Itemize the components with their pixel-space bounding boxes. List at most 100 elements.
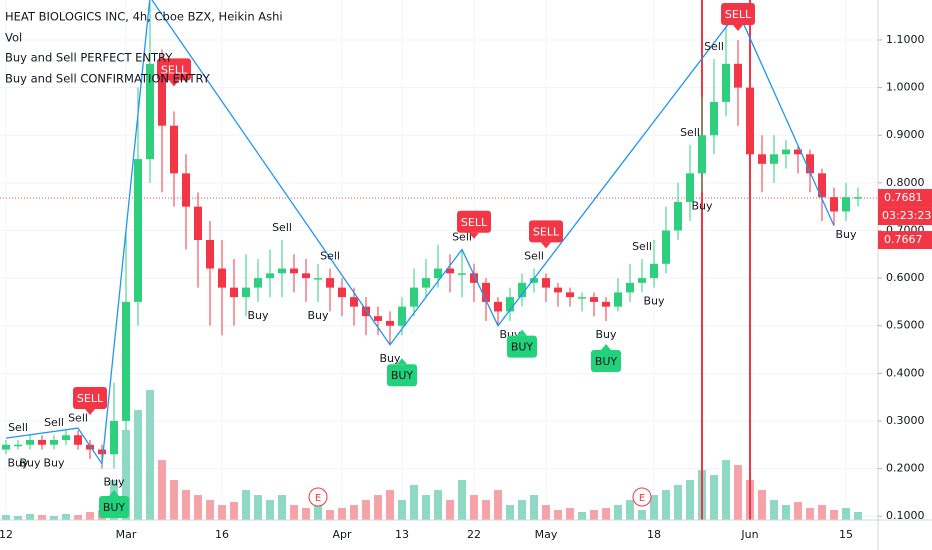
candle-body <box>242 287 250 298</box>
entry-box <box>99 496 129 518</box>
volume-bar <box>782 505 790 520</box>
chart-title: HEAT BIOLOGICS INC, 4h, Cboe BZX, Heikin… <box>5 10 283 24</box>
candle-body <box>854 197 862 199</box>
candle-body <box>542 278 550 288</box>
volume-bar <box>854 512 862 520</box>
entry-signal: SELL <box>157 58 191 87</box>
volume-bar <box>218 505 226 520</box>
volume-bar <box>278 495 286 520</box>
volume-bar <box>254 495 262 520</box>
volume-bar <box>374 495 382 520</box>
volume-bar <box>602 508 610 520</box>
candle-body <box>266 273 274 279</box>
candle-body <box>494 301 502 312</box>
entry-signal: SELL <box>721 3 755 31</box>
volume-bar <box>26 514 34 520</box>
candle-body <box>566 292 574 298</box>
candle-body <box>26 440 34 445</box>
volume-bar <box>458 480 466 520</box>
entry-pointer <box>601 343 611 350</box>
volume-bar <box>362 500 370 520</box>
x-tick-label: May <box>535 528 558 541</box>
x-tick-label: Apr <box>332 528 352 541</box>
volume-bar <box>710 475 718 520</box>
signal-label: Buy <box>835 228 857 241</box>
candle-body <box>482 282 490 302</box>
signal-label: Buy <box>595 328 617 341</box>
volume-bar <box>50 516 58 520</box>
earnings-label: E <box>315 493 321 504</box>
candle-body <box>842 197 850 212</box>
y-tick-label: 0.1000 <box>886 509 925 522</box>
y-tick-label: 0.9000 <box>886 128 925 141</box>
volume-bar <box>446 500 454 520</box>
candle-body <box>350 297 358 307</box>
volume-bar <box>794 502 802 520</box>
entry-signal: SELL <box>457 210 491 239</box>
candle-body <box>674 201 682 231</box>
candle-body <box>230 287 238 298</box>
x-tick-label: Jun <box>740 528 758 541</box>
volume-bar <box>338 508 346 520</box>
volume-bar <box>2 515 10 520</box>
x-tick-label: 22 <box>467 528 481 541</box>
volume-bar <box>770 500 778 520</box>
candle-body <box>422 278 430 288</box>
candle-body <box>638 278 646 283</box>
candle-body <box>626 282 634 293</box>
entry-pointer <box>85 409 95 415</box>
volume-bar <box>494 490 502 520</box>
signal-label: Sell <box>632 240 652 253</box>
candle-body <box>710 101 718 136</box>
volume-bar <box>74 515 82 520</box>
y-tick-label: 0.6000 <box>886 271 925 284</box>
entry-box <box>507 335 537 358</box>
volume-bar <box>386 490 394 520</box>
candle-body <box>62 435 70 440</box>
candle-body <box>302 273 310 279</box>
volume-bar <box>398 500 406 520</box>
candle-body <box>314 278 322 280</box>
entry-label: BUY <box>511 341 534 354</box>
volume-bar <box>470 495 478 520</box>
volume-bar <box>86 512 94 520</box>
entry-label: SELL <box>533 225 560 238</box>
candle-body <box>446 268 454 274</box>
candle-body <box>722 63 730 102</box>
signal-label: Buy <box>307 309 329 322</box>
volume-bar <box>614 505 622 520</box>
candle-body <box>386 320 394 326</box>
candle-body <box>38 440 46 445</box>
entry-pointer <box>517 329 527 336</box>
x-tick-label: 13 <box>395 528 409 541</box>
volume-bar <box>242 490 250 520</box>
entry-label: SELL <box>77 392 104 405</box>
candle-body <box>326 278 334 288</box>
candle-body <box>518 282 526 298</box>
candle-body <box>14 444 22 447</box>
volume-bar <box>674 485 682 520</box>
y-tick-label: 0.5000 <box>886 319 925 332</box>
x-tick-label: 16 <box>215 528 229 541</box>
candle-body <box>182 173 190 207</box>
entry-signal: BUY <box>507 329 537 358</box>
entry-box <box>157 58 191 81</box>
entry-signal: BUY <box>387 358 417 387</box>
volume-bar <box>758 490 766 520</box>
candle-body <box>278 268 286 274</box>
candle-body <box>362 306 370 317</box>
volume-bar <box>134 410 142 520</box>
entry-label: SELL <box>725 8 752 21</box>
y-tick-label: 0.4000 <box>886 366 925 379</box>
entry-box <box>457 210 491 233</box>
entry-label: BUY <box>103 501 126 514</box>
signal-label: Sell <box>524 250 544 263</box>
signal-label: Buy <box>103 476 125 489</box>
signal-label: Sell <box>44 416 64 429</box>
candle-body <box>374 316 382 321</box>
volume-bar <box>182 490 190 520</box>
candle-body <box>650 263 658 279</box>
volume-bar <box>554 510 562 520</box>
volume-bar <box>506 505 514 520</box>
candle-body <box>782 149 790 155</box>
